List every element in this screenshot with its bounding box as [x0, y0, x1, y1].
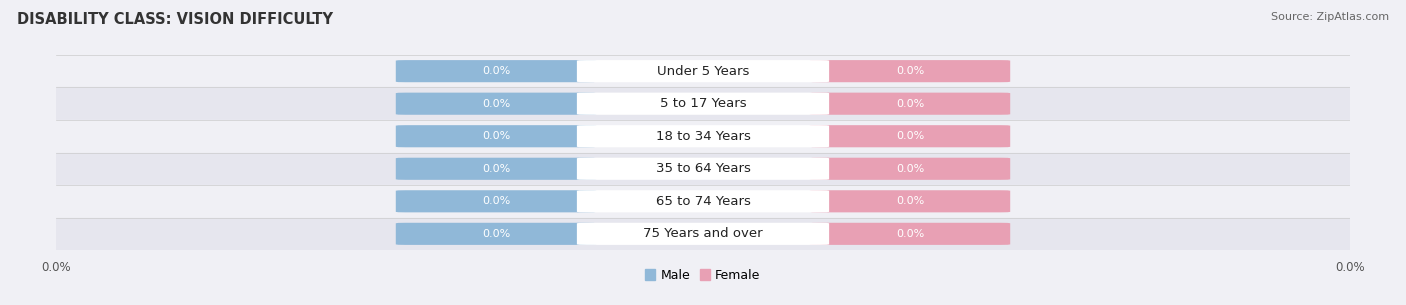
FancyBboxPatch shape	[576, 125, 830, 147]
FancyBboxPatch shape	[396, 190, 596, 212]
Text: 65 to 74 Years: 65 to 74 Years	[655, 195, 751, 208]
FancyBboxPatch shape	[576, 223, 830, 245]
Bar	[56, 120, 1350, 152]
Text: 35 to 64 Years: 35 to 64 Years	[655, 162, 751, 175]
Bar	[56, 185, 1350, 217]
Text: 0.0%: 0.0%	[482, 131, 510, 141]
Text: 0.0%: 0.0%	[482, 229, 510, 239]
FancyBboxPatch shape	[810, 93, 1010, 115]
FancyBboxPatch shape	[396, 223, 596, 245]
Legend: Male, Female: Male, Female	[641, 264, 765, 287]
FancyBboxPatch shape	[810, 158, 1010, 180]
FancyBboxPatch shape	[810, 60, 1010, 82]
FancyBboxPatch shape	[576, 93, 830, 115]
FancyBboxPatch shape	[576, 190, 830, 212]
Text: Source: ZipAtlas.com: Source: ZipAtlas.com	[1271, 12, 1389, 22]
Text: 5 to 17 Years: 5 to 17 Years	[659, 97, 747, 110]
Text: 0.0%: 0.0%	[896, 229, 924, 239]
FancyBboxPatch shape	[810, 190, 1010, 212]
FancyBboxPatch shape	[576, 60, 830, 82]
Text: 75 Years and over: 75 Years and over	[643, 227, 763, 240]
Text: 18 to 34 Years: 18 to 34 Years	[655, 130, 751, 143]
Text: 0.0%: 0.0%	[482, 66, 510, 76]
FancyBboxPatch shape	[810, 125, 1010, 147]
Bar	[56, 217, 1350, 250]
Text: 0.0%: 0.0%	[896, 164, 924, 174]
FancyBboxPatch shape	[396, 125, 596, 147]
Text: 0.0%: 0.0%	[896, 131, 924, 141]
FancyBboxPatch shape	[810, 223, 1010, 245]
Bar	[56, 152, 1350, 185]
FancyBboxPatch shape	[396, 93, 596, 115]
Text: DISABILITY CLASS: VISION DIFFICULTY: DISABILITY CLASS: VISION DIFFICULTY	[17, 12, 333, 27]
Bar	[56, 88, 1350, 120]
FancyBboxPatch shape	[576, 158, 830, 180]
Text: 0.0%: 0.0%	[896, 196, 924, 206]
Text: 0.0%: 0.0%	[896, 66, 924, 76]
Bar	[56, 55, 1350, 88]
Text: 0.0%: 0.0%	[482, 164, 510, 174]
Text: 0.0%: 0.0%	[482, 99, 510, 109]
Text: 0.0%: 0.0%	[482, 196, 510, 206]
FancyBboxPatch shape	[396, 60, 596, 82]
Text: Under 5 Years: Under 5 Years	[657, 65, 749, 78]
Text: 0.0%: 0.0%	[896, 99, 924, 109]
FancyBboxPatch shape	[396, 158, 596, 180]
